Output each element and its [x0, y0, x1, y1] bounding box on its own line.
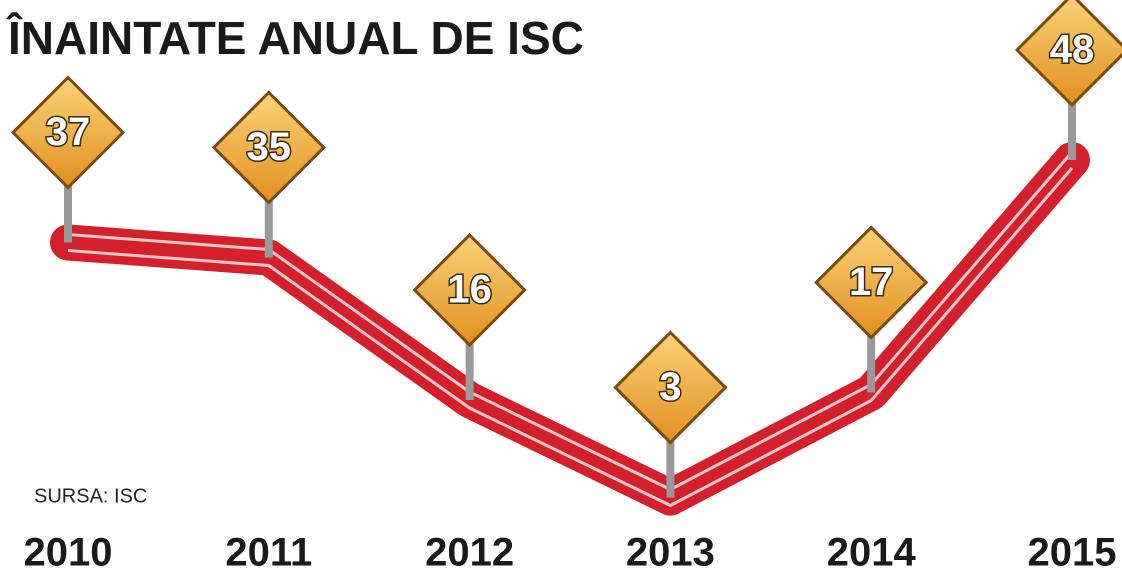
x-tick-label: 2011: [225, 531, 312, 575]
sign: [412, 232, 527, 348]
sign: [1014, 0, 1122, 108]
value-label: 17: [849, 260, 894, 304]
line: [50, 142, 1090, 516]
value-label: 48: [1050, 28, 1095, 72]
sign: [211, 90, 326, 205]
line-stripe: [67, 151, 1074, 491]
value-label: 37: [46, 110, 91, 154]
value-label: 3: [659, 365, 681, 409]
value-label: 35: [247, 125, 292, 169]
sign: [613, 330, 728, 445]
x-tick-label: 2012: [425, 531, 514, 575]
line-stripe: [67, 167, 1074, 507]
x-tick-label: 2015: [1028, 531, 1117, 575]
sign: [10, 75, 126, 190]
source: SURSA: ISC: [34, 485, 147, 507]
x-tick-label: 2013: [626, 531, 715, 575]
x-tick-label: 2014: [827, 531, 917, 575]
sign: [814, 225, 929, 340]
x-tick-label: 2010: [24, 531, 113, 575]
chart-title: ÎNAINTATE ANUAL DE ISC: [6, 12, 584, 64]
value-label: 16: [447, 268, 492, 312]
